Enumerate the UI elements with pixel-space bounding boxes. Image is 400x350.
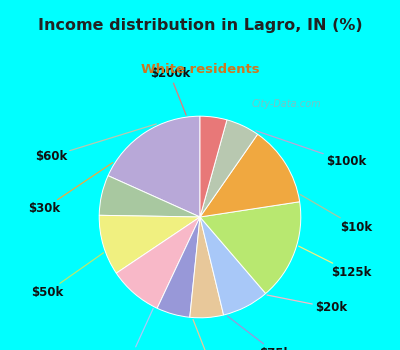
Wedge shape	[99, 176, 200, 217]
Text: $40k: $40k	[115, 309, 153, 350]
Text: White residents: White residents	[141, 63, 259, 76]
Text: $10k: $10k	[300, 195, 372, 233]
Text: $150k: $150k	[190, 320, 230, 350]
Text: $100k: $100k	[256, 131, 366, 168]
Wedge shape	[190, 217, 224, 318]
Wedge shape	[116, 217, 200, 308]
Text: $200k: $200k	[150, 67, 190, 115]
Text: $60k: $60k	[35, 124, 156, 163]
Text: City-Data.com: City-Data.com	[251, 99, 321, 108]
Wedge shape	[200, 134, 300, 217]
Text: Income distribution in Lagro, IN (%): Income distribution in Lagro, IN (%)	[38, 18, 362, 33]
Wedge shape	[108, 116, 200, 217]
Text: $125k: $125k	[299, 246, 371, 279]
Text: $50k: $50k	[31, 253, 104, 299]
Wedge shape	[200, 120, 258, 217]
Text: $30k: $30k	[28, 163, 113, 216]
Wedge shape	[99, 215, 200, 273]
Wedge shape	[200, 116, 227, 217]
Text: $75k: $75k	[228, 316, 292, 350]
Text: $20k: $20k	[267, 295, 347, 314]
Wedge shape	[200, 202, 301, 294]
Wedge shape	[157, 217, 200, 317]
Wedge shape	[200, 217, 266, 315]
